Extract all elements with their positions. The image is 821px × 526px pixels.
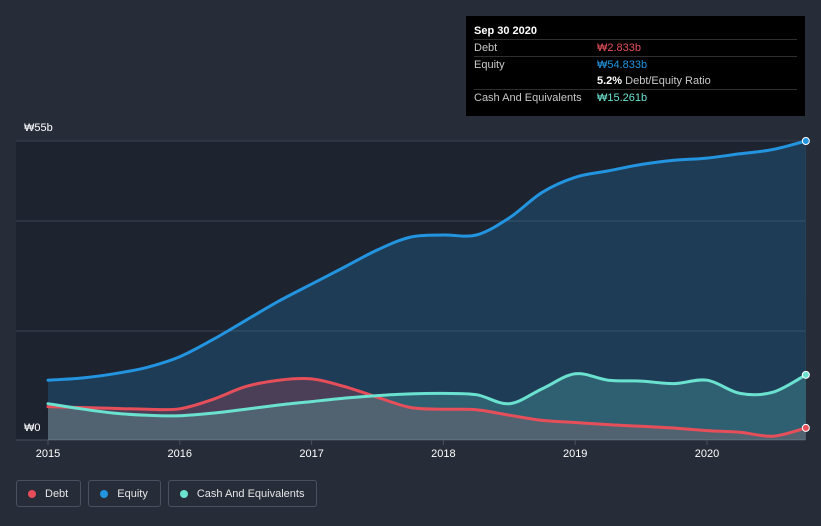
legend-cash-label: Cash And Equivalents — [196, 487, 305, 500]
tooltip-ratio-value: 5.2% — [597, 75, 623, 87]
gridlines — [16, 140, 805, 441]
tooltip-equity-value: ₩54.833b — [597, 59, 648, 71]
equity-line — [46, 139, 808, 382]
y-tick-label-max: ₩55b — [24, 122, 53, 134]
x-tick-label: 2019 — [563, 448, 587, 460]
legend-equity-label: Equity — [117, 487, 148, 500]
x-tick-label: 2017 — [299, 448, 323, 460]
debt-end-marker — [801, 423, 810, 432]
cash-dot-icon — [179, 489, 188, 498]
tooltip-debt-row: Debt ₩2.833b — [474, 39, 797, 56]
tooltip-date: Sep 30 2020 — [474, 25, 537, 37]
legend-debt-label: Debt — [45, 487, 69, 500]
legend: Debt Equity Cash And Equivalents — [16, 480, 318, 507]
x-tick-label: 2015 — [36, 448, 60, 460]
cash-area — [48, 373, 806, 440]
debt-dot-icon — [28, 489, 36, 498]
legend-item-equity[interactable]: Equity — [88, 480, 161, 507]
series-lines — [46, 139, 808, 438]
legend-item-cash[interactable]: Cash And Equivalents — [167, 480, 318, 507]
tooltip-debt-value: ₩2.833b — [597, 42, 642, 54]
cash-line — [46, 372, 808, 418]
end-markers — [801, 137, 810, 432]
cash-end-marker — [801, 370, 810, 379]
legend-item-debt[interactable]: Debt — [16, 480, 82, 507]
tooltip: Sep 30 2020 Debt ₩2.833b Equity ₩54.833b… — [466, 16, 805, 116]
plot-background — [16, 141, 805, 440]
y-tick-label-min: ₩0 — [24, 422, 41, 434]
tooltip-equity-label: Equity — [474, 59, 505, 71]
x-tick-label: 2016 — [168, 448, 192, 460]
tooltip-ratio-label: Debt/Equity Ratio — [625, 75, 711, 87]
equity-end-marker — [801, 137, 810, 145]
tooltip-ratio-row: 5.2% Debt/Equity Ratio — [474, 73, 797, 89]
debt-line — [46, 376, 808, 438]
x-axis-ticks: 2015 2016 2017 2018 2019 2020 — [36, 440, 719, 460]
tooltip-debt-label: Debt — [474, 42, 498, 54]
x-tick-label: 2020 — [695, 448, 719, 460]
tooltip-cash-label: Cash And Equivalents — [474, 92, 582, 104]
equity-area — [48, 141, 806, 440]
equity-dot-icon — [100, 489, 109, 498]
tooltip-cash-row: Cash And Equivalents ₩15.261b — [474, 89, 797, 106]
tooltip-equity-row: Equity ₩54.833b — [474, 56, 797, 73]
x-tick-label: 2018 — [431, 448, 455, 460]
tooltip-cash-value: ₩15.261b — [597, 92, 648, 104]
